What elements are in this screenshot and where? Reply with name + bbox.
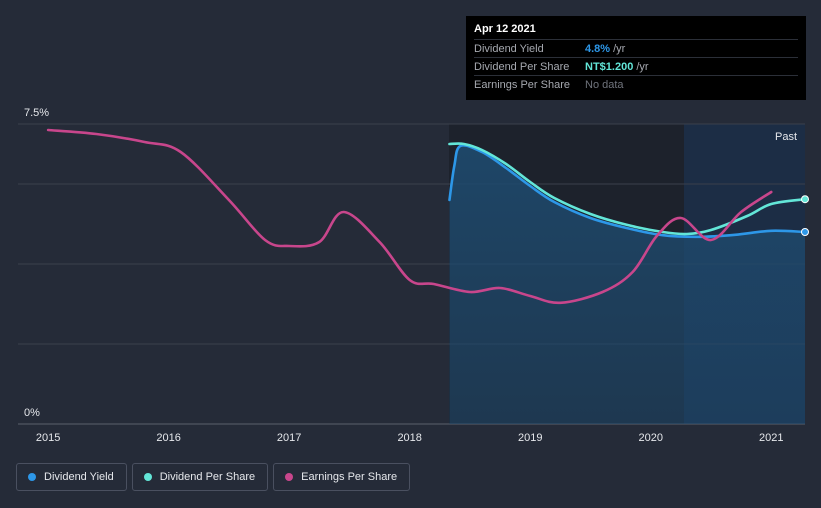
legend-item-dividend-yield[interactable]: Dividend Yield [16, 463, 127, 491]
x-tick-label: 2019 [518, 432, 542, 444]
tooltip-value: NT$1.200 [585, 60, 634, 73]
tooltip-label: Dividend Yield [474, 42, 544, 55]
x-tick-label: 2017 [277, 432, 301, 444]
dividend-yield-area [449, 145, 805, 424]
x-tick-label: 2016 [156, 432, 180, 444]
dividend-per-share-line [448, 142, 807, 236]
dividend-yield-end-point [801, 228, 809, 236]
tooltip-value: 4.8% [585, 42, 611, 55]
legend: Dividend Yield Dividend Per Share Earnin… [16, 463, 411, 491]
tooltip-unit: /yr [613, 42, 626, 55]
dividend-per-share-end-point [801, 195, 809, 204]
tooltip-date: Apr 12 2021 [474, 23, 536, 35]
dividend-yield-line [448, 144, 807, 239]
legend-item-dividend-per-share[interactable]: Dividend Per Share [131, 463, 269, 491]
tooltip-value: No data [585, 78, 624, 91]
y-tick-label-top: 7.5% [24, 107, 49, 119]
legend-item-earnings-per-share[interactable]: Earnings Per Share [273, 463, 411, 491]
tooltip-label: Earnings Per Share [474, 78, 570, 91]
tooltip-unit: /yr [636, 60, 649, 73]
x-tick-label: 2020 [638, 432, 662, 444]
x-tick-label: 2018 [397, 432, 421, 444]
legend-label: Earnings Per Share [301, 471, 398, 483]
legend-dot-icon [285, 473, 294, 481]
tooltip-row-dividend-yield: Dividend Yield 4.8% /yr [474, 39, 798, 57]
past-label: Past [775, 131, 797, 143]
legend-dot-icon [143, 473, 152, 481]
y-tick-label-bottom: 0% [24, 407, 40, 419]
legend-label: Dividend Per Share [159, 471, 256, 483]
x-tick-label: 2021 [759, 432, 783, 444]
earnings-per-share-line [46, 128, 773, 305]
tooltip-row-earnings-per-share: Earnings Per Share No data [474, 75, 798, 93]
tooltip-label: Dividend Per Share [474, 60, 570, 73]
legend-dot-icon [28, 473, 36, 481]
tooltip-row-dividend-per-share: Dividend Per Share NT$1.200 /yr [474, 57, 798, 75]
x-tick-label: 2015 [36, 432, 60, 444]
legend-label: Dividend Yield [44, 471, 114, 483]
tooltip: Apr 12 2021 Dividend Yield 4.8% /yr Divi… [466, 16, 806, 100]
